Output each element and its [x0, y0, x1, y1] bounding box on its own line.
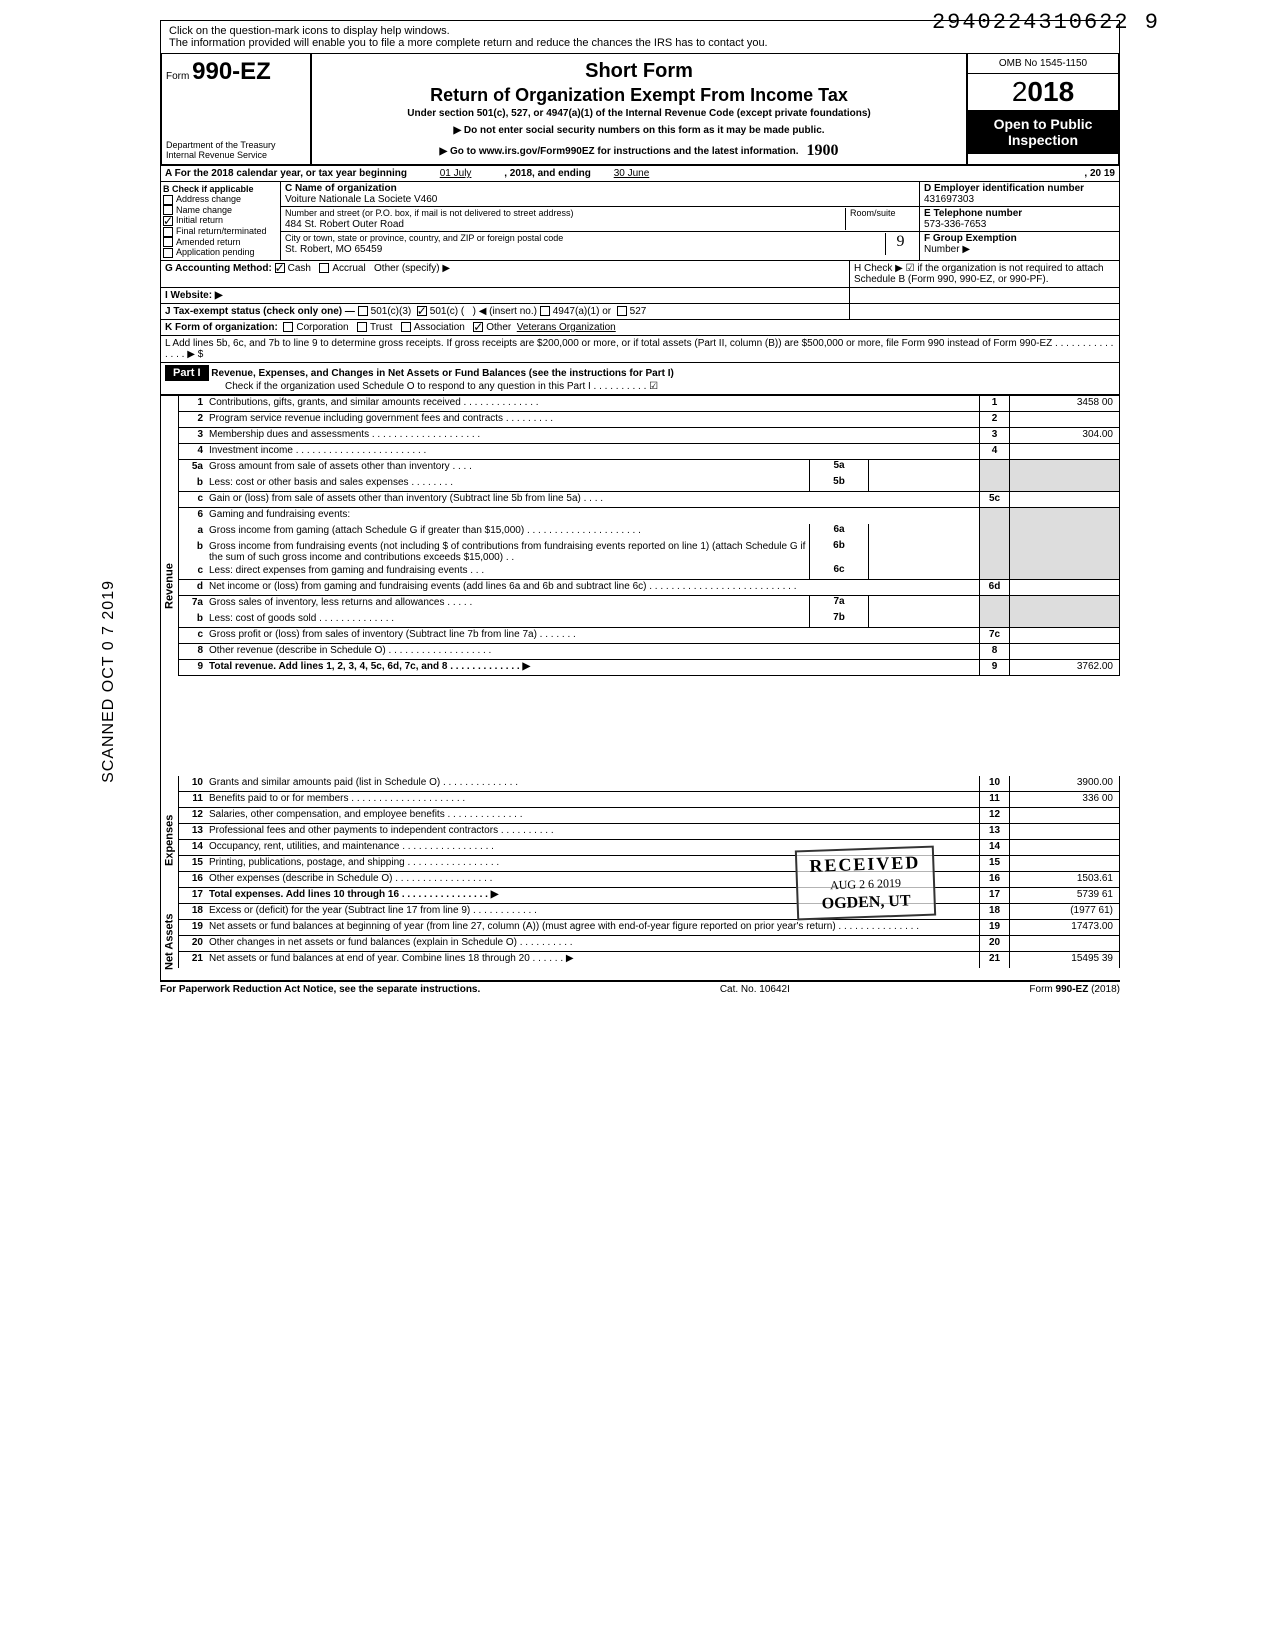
title-return: Return of Organization Exempt From Incom… — [320, 85, 958, 106]
line-3-amt: 304.00 — [1009, 428, 1119, 443]
received-stamp: RECEIVED AUG 2 6 2019 OGDEN, UT — [795, 846, 936, 921]
form-prefix: Form — [166, 71, 189, 82]
line-21-amt: 15495 39 — [1009, 952, 1119, 968]
line-18-amt: (1977 61) — [1009, 904, 1119, 919]
hand-q: 9 — [885, 233, 915, 255]
tax-year: 2018 — [968, 74, 1118, 110]
form-number: 990-EZ — [192, 71, 271, 82]
line-1-amt: 3458 00 — [1009, 396, 1119, 411]
line-17-amt: 5739 61 — [1009, 888, 1119, 903]
section-j: J Tax-exempt status (check only one) — 5… — [161, 304, 849, 319]
section-i: I Website: ▶ — [161, 288, 849, 303]
omb-number: OMB No 1545-1150 — [968, 54, 1118, 74]
line-11-amt: 336 00 — [1009, 792, 1119, 807]
section-l: L Add lines 5b, 6c, and 7b to line 9 to … — [161, 336, 1119, 362]
phone: 573-336-7653 — [924, 219, 986, 230]
warn-url: ▶ Go to www.irs.gov/Form990EZ for instru… — [439, 146, 798, 157]
section-g: G Accounting Method: Cash Accrual Other … — [161, 261, 849, 287]
line-19-amt: 17473.00 — [1009, 920, 1119, 935]
part-1-check: Check if the organization used Schedule … — [165, 381, 658, 392]
footer-left: For Paperwork Reduction Act Notice, see … — [160, 984, 480, 995]
ein: 431697303 — [924, 194, 974, 205]
line-10-amt: 3900.00 — [1009, 776, 1119, 791]
line-9-amt: 3762.00 — [1009, 660, 1119, 675]
title-short-form: Short Form — [320, 60, 958, 83]
document-number: 2940224310622 9 — [932, 10, 1160, 35]
part-1-title: Revenue, Expenses, and Changes in Net As… — [211, 368, 674, 379]
warn-ssn: ▶ Do not enter social security numbers o… — [320, 125, 958, 136]
expenses-label: Expenses — [160, 776, 178, 904]
line-16-amt: 1503.61 — [1009, 872, 1119, 887]
revenue-label: Revenue — [160, 396, 178, 776]
section-a: A For the 2018 calendar year, or tax yea… — [160, 166, 1120, 182]
footer-right: Form 990-EZ (2018) — [1029, 984, 1120, 995]
org-name: Voiture Nationale La Societe V460 — [285, 194, 437, 205]
open-public: Open to Public — [970, 116, 1116, 132]
org-address: 484 St. Robert Outer Road — [285, 219, 404, 230]
net-assets-label: Net Assets — [160, 904, 178, 980]
subtitle: Under section 501(c), 527, or 4947(a)(1)… — [320, 108, 958, 119]
section-h: H Check ▶ ☑ if the organization is not r… — [849, 261, 1119, 287]
hand-note-1900: 1900 — [807, 142, 839, 160]
org-city: St. Robert, MO 65459 — [285, 244, 382, 255]
inspection: Inspection — [970, 132, 1116, 148]
footer-center: Cat. No. 10642I — [720, 984, 790, 995]
part-1-label: Part I — [165, 365, 209, 381]
dept-label: Department of the Treasury Internal Reve… — [166, 140, 306, 160]
section-b: B Check if applicable Address change Nam… — [161, 182, 281, 260]
scanned-stamp: SCANNED OCT 0 7 2019 — [100, 580, 118, 783]
section-k: K Form of organization: Corporation Trus… — [161, 320, 1119, 335]
